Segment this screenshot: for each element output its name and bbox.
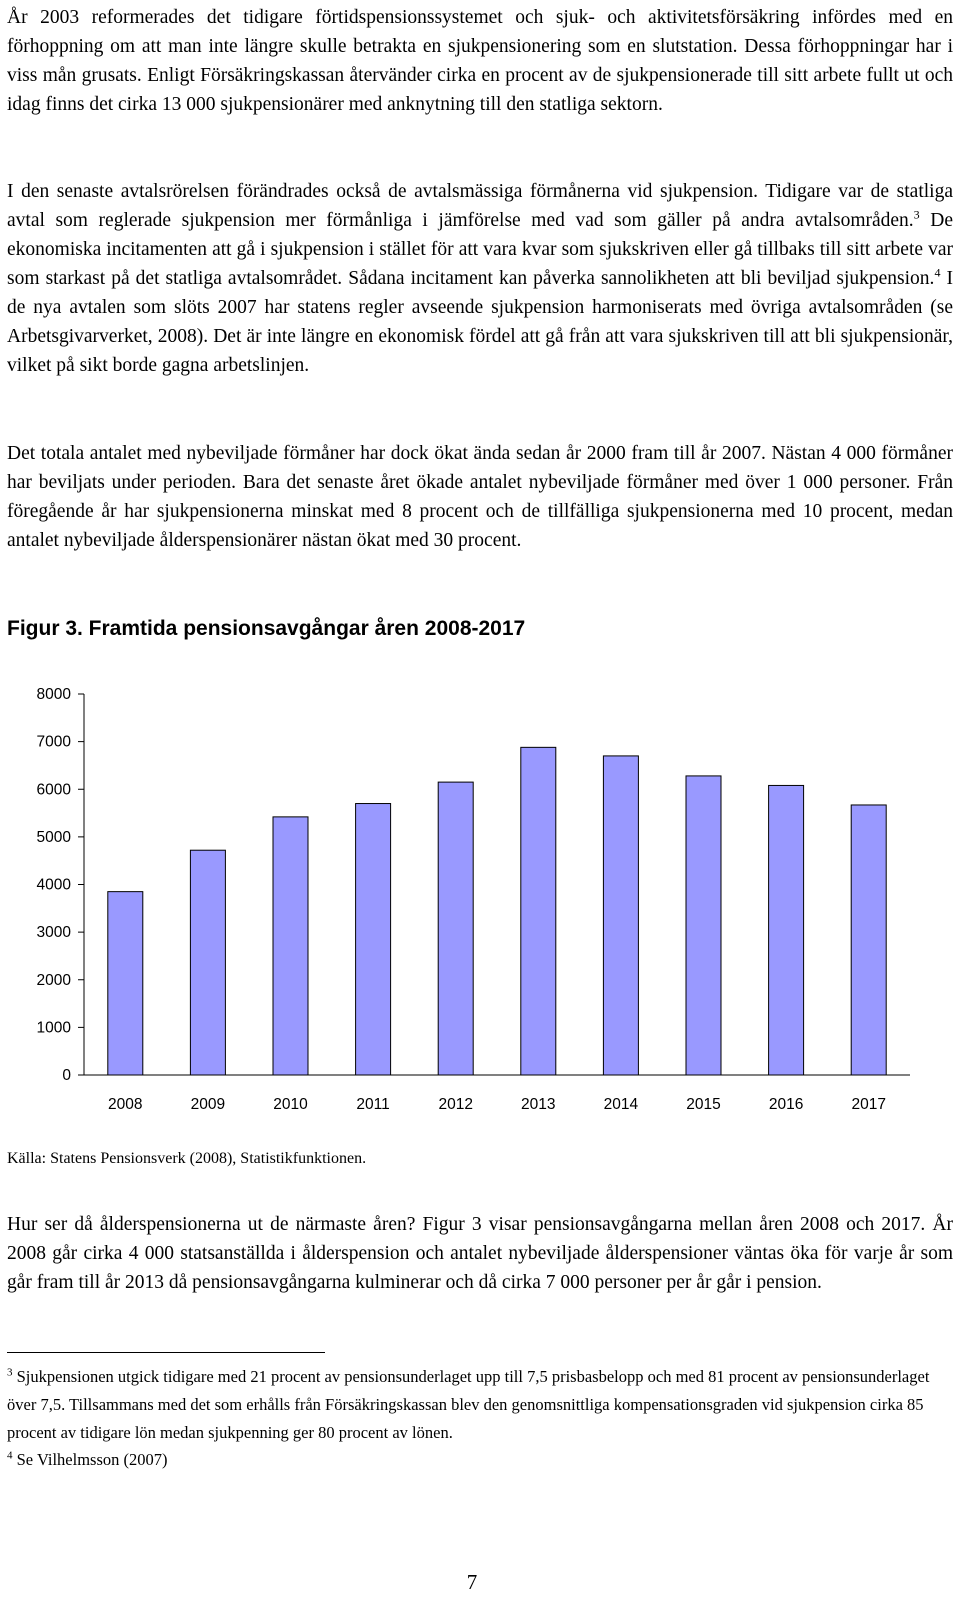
x-tick-label: 2013 [521,1096,555,1113]
footnote-divider [7,1352,325,1353]
x-tick-label: 2009 [191,1096,225,1113]
x-tick-label: 2016 [769,1096,803,1113]
bar-2010 [272,816,309,1076]
paragraph-1: År 2003 reformerades det tidigare förtid… [7,7,953,115]
paragraph-2-part-b: De ekonomiska incitamenten att gå i sjuk… [7,210,953,289]
x-tick-label: 2008 [108,1096,142,1113]
figure-title: Figur 3. Framtida pensionsavgångar åren … [7,617,526,640]
bar-2017 [850,804,887,1076]
bar-2009 [189,849,226,1076]
y-tick-label: 6000 [37,781,72,798]
y-tick-label: 4000 [37,877,72,894]
bars [107,746,887,1076]
y-tick-label: 8000 [37,686,72,703]
x-tick-label: 2014 [604,1096,639,1113]
y-tick-label: 2000 [37,972,72,989]
y-tick-label: 1000 [37,1019,72,1036]
bar-2011 [355,803,392,1076]
paragraph-2-part-a: I den senaste avtalsrörelsen förändrades… [7,181,953,231]
bar-2015 [685,775,722,1076]
bar-2016 [768,784,805,1076]
bar-2012 [437,781,474,1076]
footnote-4-number: 4 [7,1449,13,1462]
y-tick-label: 0 [62,1067,71,1084]
footnote-3-text: Sjukpensionen utgick tidigare med 21 pro… [7,1367,930,1442]
figure-source: Källa: Statens Pensionsverk (2008), Stat… [7,1150,367,1167]
footnote-4: 4 Se Vilhelmsson (2007) [7,1446,953,1474]
x-tick-label: 2011 [356,1096,389,1113]
page-number: 7 [466,1570,478,1594]
paragraph-4: Hur ser då ålderspensionerna ut de närma… [7,1214,953,1293]
footnote-3: 3 Sjukpensionen utgick tidigare med 21 p… [7,1363,953,1447]
x-tick-label: 2017 [851,1096,885,1113]
x-tick-label: 2012 [438,1096,472,1113]
footnote-3-number: 3 [7,1366,13,1379]
y-axis: 0 1000 2000 3000 4000 5000 6000 7000 8000 [37,686,85,1084]
paragraph-2-part-c: I de nya avtalen som slöts 2007 har stat… [7,268,953,376]
y-tick-label: 5000 [37,829,72,846]
bar-2008 [107,891,144,1076]
footnote-4-text: Se Vilhelmsson (2007) [16,1450,168,1469]
bar-2014 [602,755,639,1076]
x-tick-label: 2015 [686,1096,720,1113]
footnote-ref-4[interactable]: 4 [934,265,941,280]
paragraph-2: I den senaste avtalsrörelsen förändrades… [7,177,953,380]
y-tick-label: 3000 [37,924,72,941]
y-tick-label: 7000 [37,734,72,751]
x-axis: 2008 2009 2010 2011 2012 2013 2014 2015 2016 2017 [84,1074,910,1113]
x-tick-label: 2010 [273,1096,308,1113]
bar-2013 [520,746,557,1076]
footnote-ref-3[interactable]: 3 [913,207,920,222]
paragraph-3: Det totala antalet med nybeviljade förmå… [7,443,953,551]
